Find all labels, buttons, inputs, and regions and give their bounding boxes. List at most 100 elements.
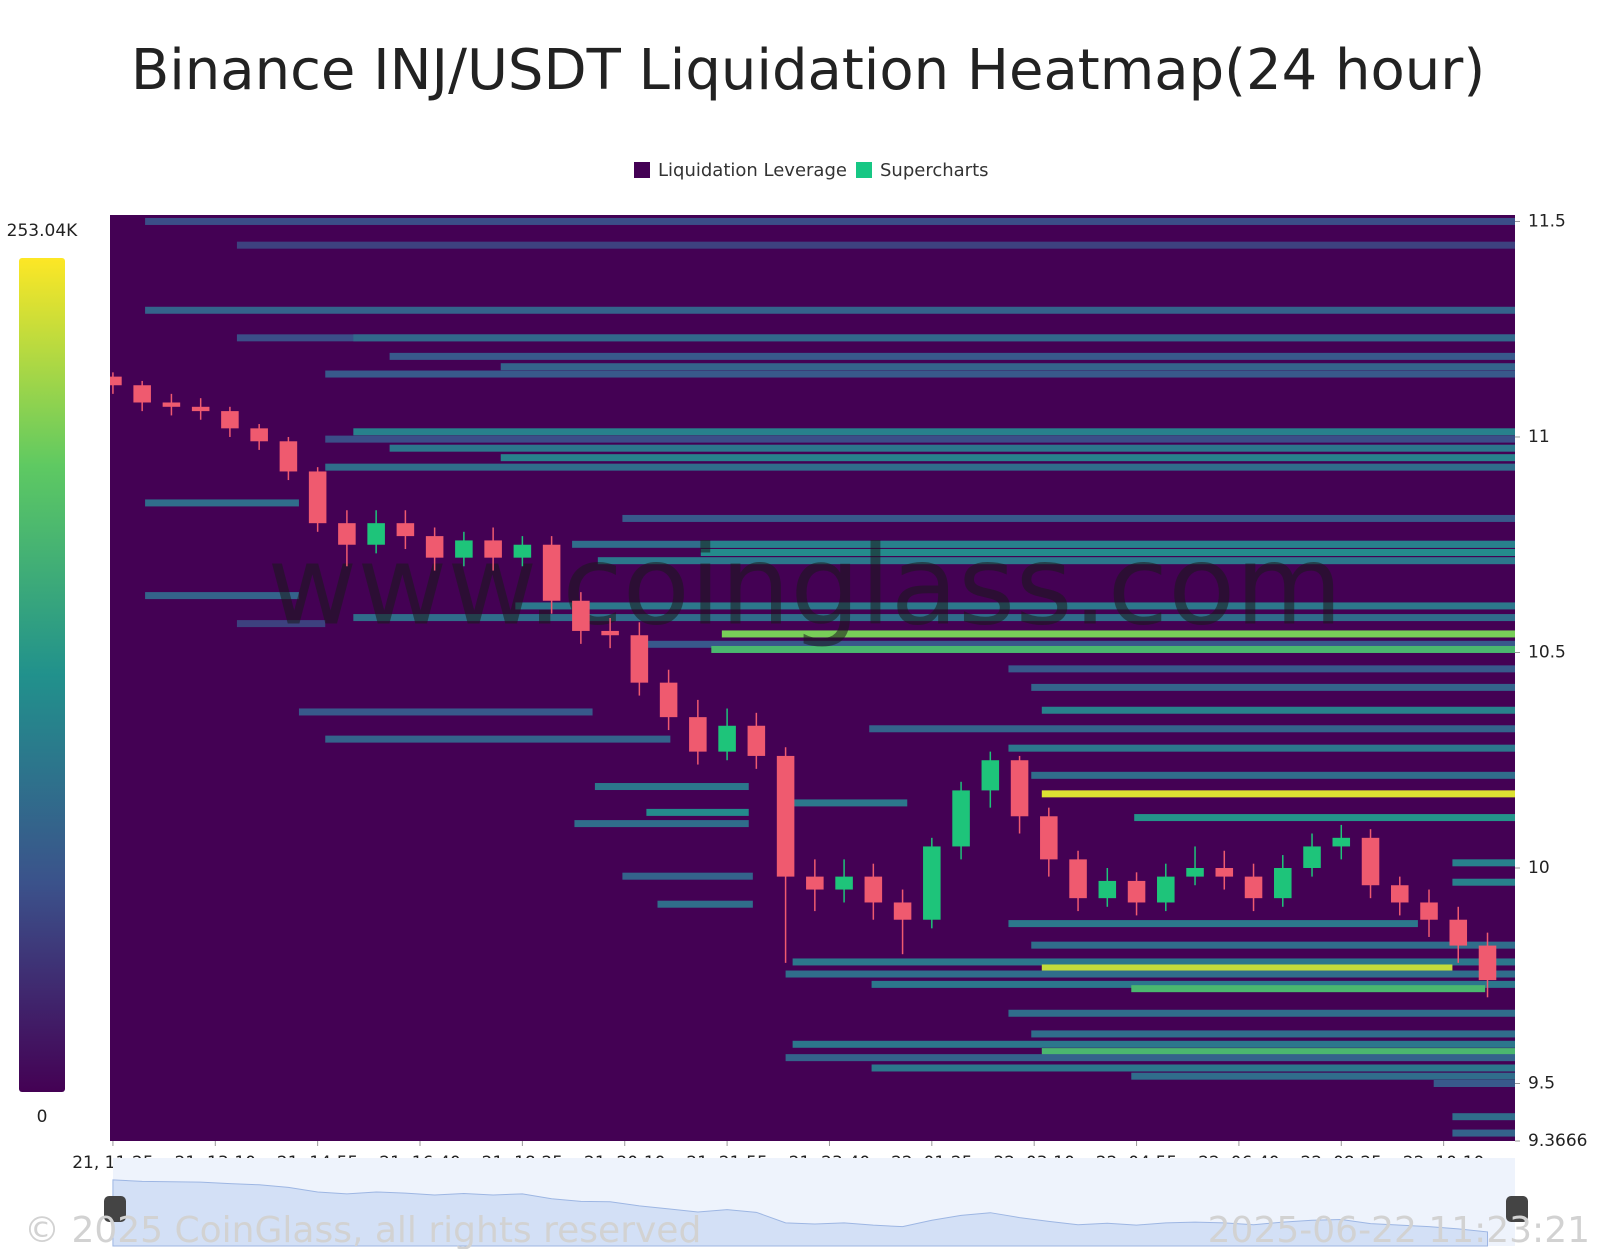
candle-body bbox=[1244, 876, 1263, 899]
heatmap-band bbox=[353, 614, 1515, 622]
legend-label: Supercharts bbox=[880, 160, 989, 181]
heatmap-band bbox=[657, 900, 753, 908]
y-tick-label: 10 bbox=[1528, 858, 1550, 878]
heatmap-band bbox=[325, 463, 1515, 471]
candle-body bbox=[250, 428, 268, 442]
heatmap-band bbox=[1031, 1030, 1515, 1038]
candle-body bbox=[1157, 876, 1175, 903]
heatmap-band bbox=[1008, 1009, 1515, 1017]
heatmap-band bbox=[1041, 790, 1515, 798]
heatmap-band bbox=[1452, 1113, 1515, 1121]
candle-body bbox=[455, 540, 473, 558]
candle-body bbox=[952, 790, 970, 847]
candle-body bbox=[689, 717, 707, 752]
heatmap-band bbox=[389, 352, 1515, 360]
heatmap-band bbox=[1041, 706, 1515, 714]
y-tick-label: 11.5 bbox=[1528, 211, 1566, 231]
heatmap-band bbox=[1008, 744, 1515, 752]
candle-body bbox=[1098, 880, 1117, 899]
heatmap-band bbox=[785, 970, 1515, 978]
colorbar-label: 0 bbox=[37, 1107, 48, 1127]
candle-body bbox=[981, 760, 1000, 791]
navigator-area bbox=[112, 1179, 1489, 1247]
heatmap-band bbox=[1031, 683, 1515, 691]
navigator-handle[interactable] bbox=[1506, 1196, 1528, 1222]
y-tick-label: 10.5 bbox=[1528, 642, 1566, 662]
candle-body bbox=[864, 876, 883, 903]
heatmap-band bbox=[792, 958, 1515, 966]
candle-body bbox=[425, 536, 444, 558]
heatmap-band bbox=[1008, 920, 1418, 928]
y-tick-label: 11 bbox=[1528, 427, 1550, 447]
heatmap-band bbox=[298, 708, 593, 716]
candle-body bbox=[1449, 919, 1468, 946]
candle-body bbox=[1361, 837, 1380, 886]
heatmap-band bbox=[1452, 859, 1515, 867]
heatmap-band bbox=[325, 735, 671, 743]
candle-body bbox=[110, 376, 122, 386]
heatmap-band bbox=[700, 540, 1515, 548]
candle-body bbox=[630, 635, 649, 683]
candle-body bbox=[1390, 885, 1409, 903]
watermark: www.coinglass.com bbox=[267, 521, 1342, 649]
candle-body bbox=[572, 600, 590, 631]
heatmap-band bbox=[869, 725, 1515, 733]
candle-body bbox=[1274, 867, 1292, 899]
heatmap-band bbox=[389, 444, 1515, 452]
heatmap-band bbox=[515, 602, 1515, 610]
heatmap-band bbox=[1131, 985, 1486, 993]
heatmap-band bbox=[700, 548, 1515, 556]
heatmap-band bbox=[325, 435, 1515, 443]
candle-body bbox=[835, 876, 853, 890]
candle-body bbox=[747, 725, 766, 756]
candle-body bbox=[1332, 837, 1351, 847]
heatmap-band bbox=[721, 630, 1515, 638]
candle-body bbox=[1215, 867, 1234, 877]
candle-body bbox=[279, 441, 298, 472]
heatmap-band bbox=[792, 799, 908, 807]
candle-body bbox=[1186, 867, 1204, 877]
candle-body bbox=[923, 846, 941, 920]
candle-body bbox=[513, 544, 532, 558]
heatmap-band bbox=[145, 592, 299, 600]
heatmap-band bbox=[711, 645, 1515, 653]
heatmap-band bbox=[353, 428, 1515, 436]
heatmap-band bbox=[1041, 1048, 1515, 1056]
heatmap-band bbox=[325, 370, 1515, 378]
heatmap-band bbox=[500, 363, 1515, 371]
candle-body bbox=[1303, 846, 1321, 868]
y-tick-label: 9.5 bbox=[1528, 1074, 1555, 1094]
candle-body bbox=[1127, 880, 1146, 903]
candle-body bbox=[1478, 945, 1497, 981]
heatmap-band bbox=[646, 640, 1515, 648]
heatmap-band bbox=[1131, 1072, 1515, 1080]
candle-body bbox=[221, 411, 239, 429]
candle-body bbox=[308, 471, 327, 524]
candle-body bbox=[191, 406, 210, 412]
candle-body bbox=[718, 725, 736, 752]
candle-body bbox=[776, 755, 795, 877]
heatmap-band bbox=[236, 241, 1515, 249]
candle-body bbox=[133, 385, 151, 403]
heatmap-band bbox=[500, 454, 1515, 462]
heatmap-band bbox=[597, 557, 1515, 565]
heatmap-band bbox=[145, 217, 1515, 225]
legend-label: Liquidation Leverage bbox=[658, 160, 847, 181]
candle-body bbox=[806, 876, 824, 890]
heatmap-band bbox=[1031, 771, 1515, 779]
heatmap-band bbox=[145, 306, 1515, 314]
heatmap-band bbox=[871, 1064, 1515, 1072]
candle-body bbox=[396, 523, 415, 537]
navigator-handle[interactable] bbox=[104, 1196, 126, 1222]
heatmap-band bbox=[1433, 1080, 1515, 1088]
heatmap-band bbox=[574, 820, 749, 828]
heatmap-band bbox=[1452, 878, 1515, 886]
heatmap-band bbox=[871, 980, 1515, 988]
legend-marker bbox=[634, 162, 650, 178]
legend-marker bbox=[856, 162, 872, 178]
candle-body bbox=[659, 682, 678, 718]
candle-body bbox=[162, 402, 181, 407]
heatmap-band bbox=[1452, 1129, 1515, 1137]
